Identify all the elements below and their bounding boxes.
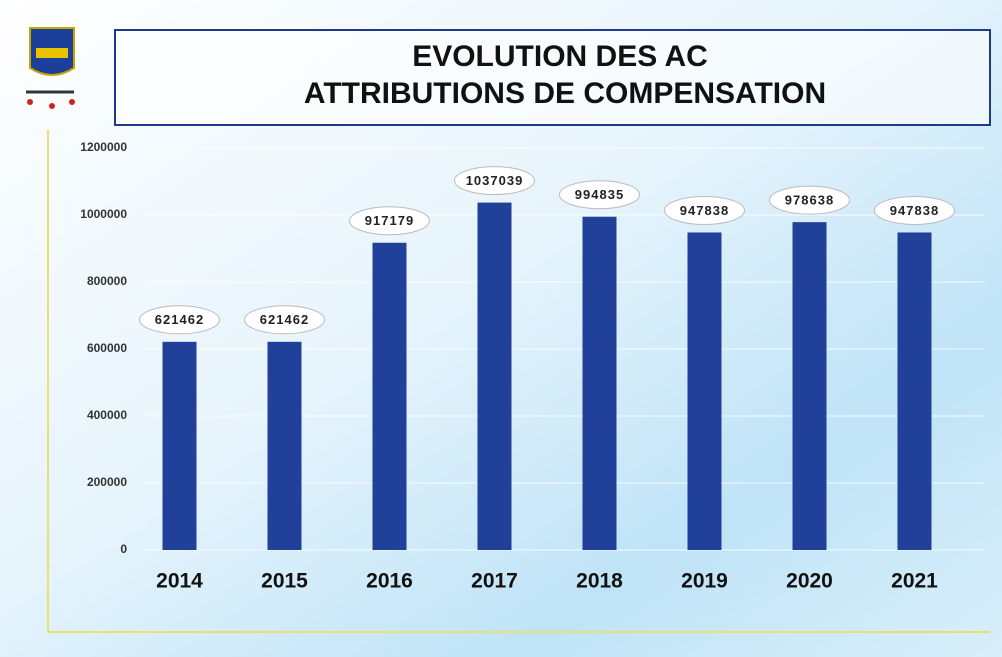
bar bbox=[792, 222, 827, 551]
logo bbox=[26, 27, 75, 109]
value-label: 621462 bbox=[155, 312, 204, 327]
title-box bbox=[114, 29, 991, 126]
value-label-bubble bbox=[664, 195, 745, 225]
bar bbox=[687, 232, 722, 550]
value-label-bubble bbox=[769, 185, 850, 215]
value-label: 947838 bbox=[680, 203, 729, 218]
x-tick-label: 2017 bbox=[471, 570, 518, 593]
bar bbox=[267, 341, 302, 550]
x-tick-label: 2015 bbox=[261, 570, 308, 593]
x-tick-label: 2018 bbox=[576, 570, 623, 593]
value-label-bubble bbox=[454, 166, 535, 196]
x-tick-label: 2019 bbox=[681, 570, 728, 593]
value-label-bubble bbox=[559, 180, 640, 210]
bar bbox=[477, 202, 512, 551]
value-label-bubble bbox=[874, 195, 955, 225]
value-label-bubble bbox=[139, 305, 220, 335]
frame-line bbox=[47, 130, 990, 633]
x-tick-label: 2016 bbox=[366, 570, 413, 593]
y-tick-label: 600000 bbox=[87, 341, 127, 355]
x-tick-label: 2021 bbox=[891, 570, 938, 593]
value-label: 1037039 bbox=[466, 173, 524, 188]
bar bbox=[162, 341, 197, 550]
value-label: 917179 bbox=[365, 213, 414, 228]
x-tick-label: 2014 bbox=[156, 570, 203, 593]
y-tick-label: 1200000 bbox=[80, 140, 127, 154]
bar bbox=[897, 232, 932, 550]
value-label-bubble bbox=[349, 206, 430, 236]
value-label: 978638 bbox=[785, 193, 834, 208]
x-tick-label: 2020 bbox=[786, 570, 833, 593]
y-tick-label: 1000000 bbox=[80, 207, 127, 221]
bar bbox=[372, 242, 407, 550]
value-label: 994835 bbox=[575, 187, 624, 202]
value-label: 947838 bbox=[890, 203, 939, 218]
chart-title: EVOLUTION DES AC bbox=[412, 40, 708, 73]
value-label-bubble bbox=[244, 305, 325, 335]
y-tick-label: 800000 bbox=[87, 274, 127, 288]
value-label: 621462 bbox=[260, 312, 309, 327]
y-tick-label: 400000 bbox=[87, 408, 127, 422]
y-tick-label: 0 bbox=[120, 542, 127, 556]
y-tick-label: 200000 bbox=[87, 475, 127, 489]
bar bbox=[582, 216, 617, 550]
chart-title: ATTRIBUTIONS DE COMPENSATION bbox=[304, 77, 826, 110]
